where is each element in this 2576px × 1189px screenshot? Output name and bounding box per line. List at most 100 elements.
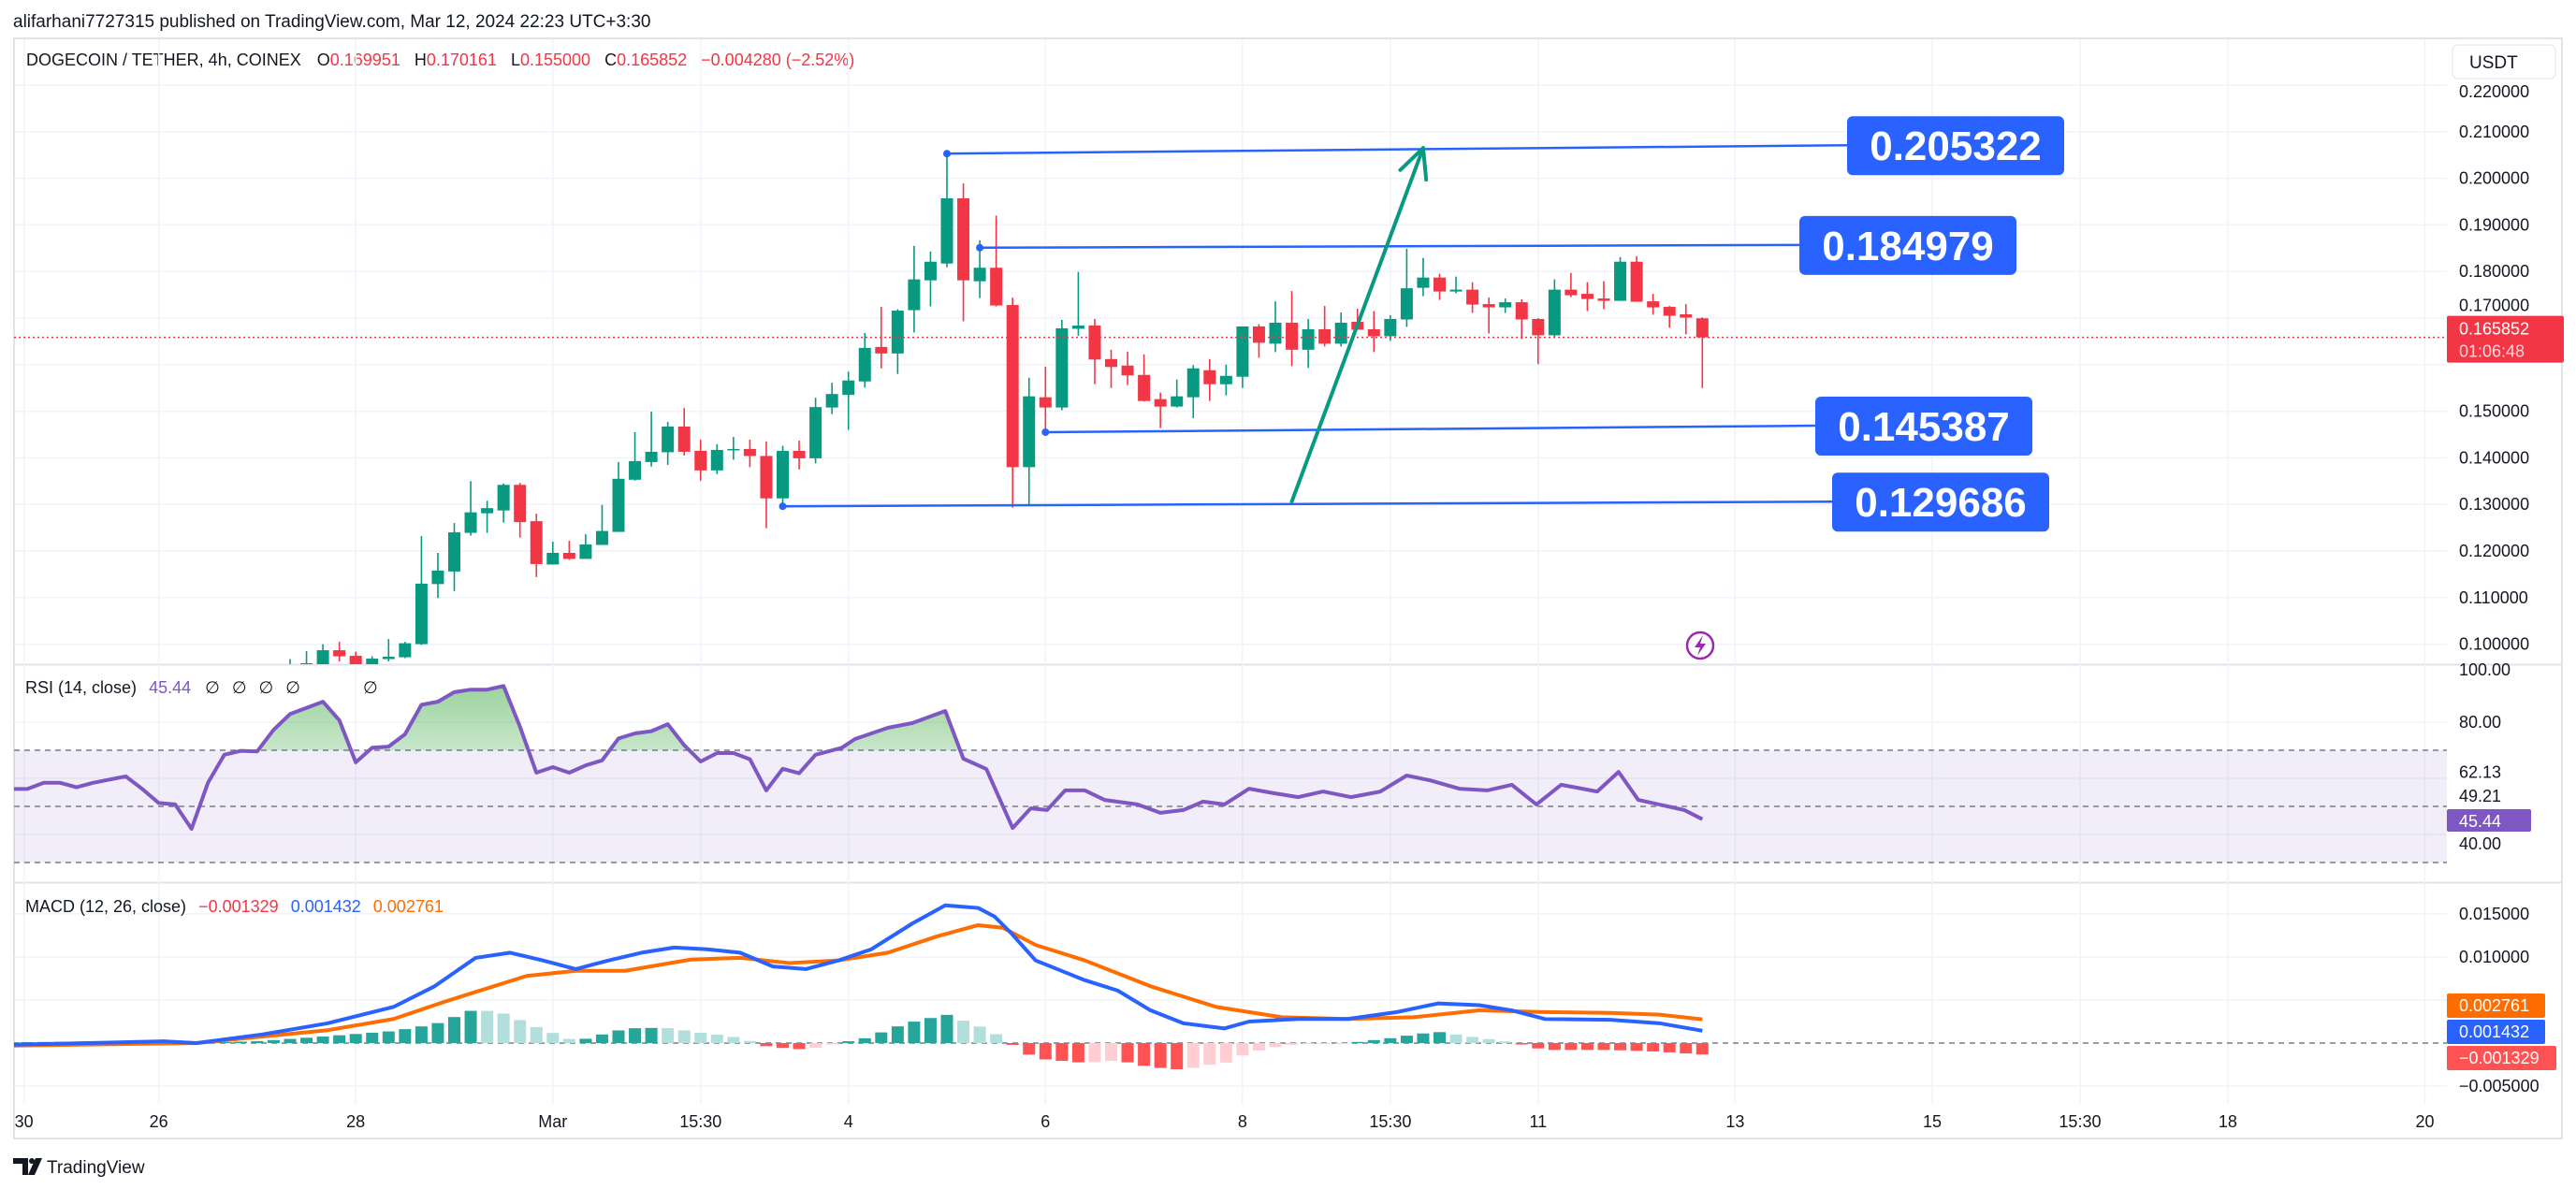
time-tick-label: 6 [1041, 1112, 1050, 1131]
macd-histogram-bar [1071, 1043, 1084, 1063]
macd-histogram-bar [595, 1034, 608, 1043]
time-tick-label: 30 [15, 1112, 34, 1131]
price-level-annotation[interactable]: 0.205322 [943, 116, 2064, 176]
candle-body [1088, 325, 1101, 360]
macd-histogram-bar [251, 1040, 264, 1043]
candle-body [1006, 305, 1019, 468]
price-axis[interactable]: 0.220000 0.210000 0.200000 0.190000 0.180000… [2447, 82, 2556, 1095]
candle-body [1121, 365, 1134, 376]
candle-up [595, 504, 608, 545]
candle-body [710, 449, 723, 471]
candle-up [1334, 312, 1347, 347]
candle-body [1680, 314, 1693, 318]
anchor-point[interactable] [779, 502, 787, 511]
candle-body [349, 656, 362, 664]
alert-lightning-icon[interactable] [1685, 631, 1715, 660]
time-tick-label: 15:30 [2059, 1112, 2101, 1131]
arrow-shaft[interactable] [1289, 146, 1425, 504]
anchor-point[interactable] [1041, 428, 1050, 437]
candle-body [743, 448, 756, 457]
candle-down [760, 441, 773, 529]
horizontal-ray-line[interactable] [946, 143, 1848, 155]
candle-up [891, 309, 904, 374]
symbol-name[interactable]: DOGECOIN / TETHER, 4h, COINEX [26, 51, 301, 69]
candle-body [1219, 375, 1232, 384]
candle-body [300, 663, 313, 664]
macd-histogram-bar [21, 1041, 34, 1043]
candle-up [777, 445, 789, 506]
macd-histogram-bar [497, 1013, 510, 1043]
arrow-head[interactable] [1420, 146, 1429, 182]
candle-down [333, 642, 346, 662]
horizontal-ray-line[interactable] [1045, 424, 1816, 434]
change-value: −0.004280 (−2.52%) [701, 51, 854, 69]
candle-up [612, 461, 625, 532]
macd-histogram-bar [464, 1010, 477, 1043]
candle-body [1630, 261, 1643, 302]
candle-body [1138, 374, 1151, 401]
candle-body [1384, 318, 1397, 337]
price-level-annotation[interactable]: 0.129686 [779, 472, 2050, 532]
macd-histogram-value: −0.001329 [198, 897, 279, 916]
candle-up [1269, 301, 1282, 353]
time-tick-label: 15 [1923, 1112, 1942, 1131]
candle-body [1203, 370, 1216, 384]
macd-signal-line [14, 922, 1703, 1048]
high-label: H [415, 51, 427, 69]
candle-down [1138, 354, 1151, 402]
candle-body [1367, 328, 1380, 337]
macd-histogram-bar [448, 1017, 460, 1043]
price-tick-label: 0.140000 [2459, 448, 2529, 467]
macd-histogram-bar [415, 1026, 428, 1043]
trend-arrow[interactable] [1289, 146, 1429, 504]
macd-histogram-bar [629, 1028, 642, 1043]
candle-body [1466, 289, 1479, 305]
candle-body [662, 427, 675, 453]
macd-histogram-bar [924, 1018, 937, 1043]
macd-legend[interactable]: MACD (12, 26, close) −0.001329 0.001432 … [25, 897, 444, 916]
price-level-annotation[interactable]: 0.145387 [1041, 397, 2032, 457]
time-axis[interactable]: 30 26 28 Mar 15:30 4 6 8 15:30 11 13 15 15:30 18 20 [15, 1112, 2435, 1131]
time-tick-label: 28 [346, 1112, 365, 1131]
horizontal-ray-line[interactable] [782, 500, 1833, 508]
current-price-value: 0.165852 [2459, 320, 2529, 339]
candle-body [366, 659, 379, 664]
candle-up [629, 432, 642, 481]
macd-histogram-bar [234, 1041, 247, 1043]
currency-button[interactable]: USDT [2452, 44, 2556, 80]
candle-body [777, 450, 789, 499]
macd-histogram-bar [1121, 1043, 1134, 1063]
candle-up [579, 534, 592, 559]
chart-frame [13, 37, 2563, 1139]
macd-tick-label: 0.010000 [2459, 948, 2529, 966]
rsi-na-mark: ∅ [205, 678, 220, 697]
candle-body [1302, 328, 1315, 350]
price-tick-label: 0.180000 [2459, 262, 2529, 281]
candle-up [1171, 379, 1184, 408]
rsi-tick-label: 40.00 [2459, 834, 2501, 853]
macd-line-value: 0.001432 [291, 897, 361, 916]
candle-body [431, 570, 444, 585]
low-value: 0.155000 [520, 51, 590, 69]
candle-body [924, 261, 937, 281]
price-level-annotation[interactable]: 0.184979 [976, 215, 2016, 275]
candle-body [562, 552, 575, 559]
candle-body [1532, 318, 1545, 336]
horizontal-ray-line[interactable] [980, 243, 1800, 250]
drawing-annotations[interactable]: 0.205322 0.184979 0.145387 0.129686 [779, 116, 2065, 532]
candle-up [1219, 364, 1232, 396]
candle-up [1400, 248, 1413, 327]
macd-histogram-bar [809, 1043, 822, 1049]
candle-body [1499, 302, 1512, 308]
candle-down [1466, 282, 1479, 313]
macd-histogram-bar [662, 1028, 675, 1043]
candle-body [1400, 288, 1413, 320]
tradingview-logo[interactable]: TradingView [13, 1158, 145, 1178]
arrow-head[interactable] [1398, 146, 1425, 172]
anchor-point[interactable] [976, 243, 984, 252]
rsi-legend[interactable]: RSI (14, close) 45.44 ∅ ∅ ∅ ∅ ∅ [25, 678, 378, 697]
candle-down [793, 440, 806, 470]
anchor-point[interactable] [943, 150, 951, 158]
macd-histogram-bar [990, 1034, 1003, 1043]
